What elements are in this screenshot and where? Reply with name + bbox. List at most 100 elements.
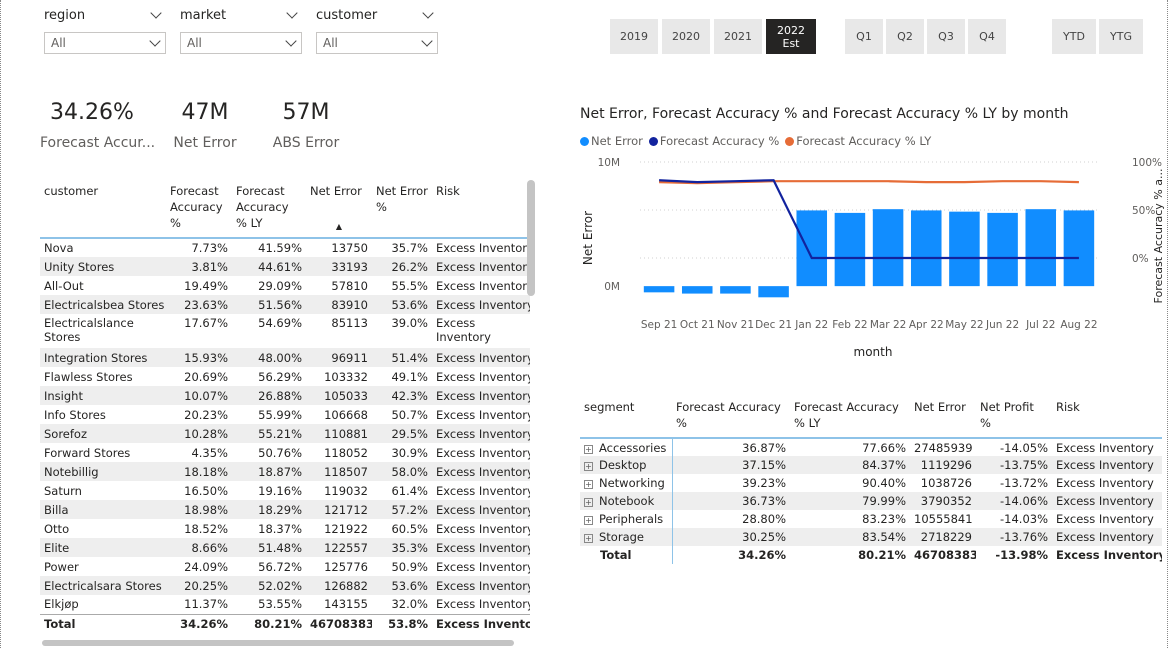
table-row[interactable]: Power 24.09% 56.72% 125776 50.9% Excess Inven…: [40, 557, 530, 576]
table-cell: Excess Inventory: [1052, 456, 1162, 474]
table-row[interactable]: All-Out 19.49% 29.09% 57810 55.5% Excess Inve…: [40, 276, 530, 295]
table-row[interactable]: + Networking 39.23% 90.40% 1038726 -13.72% Exc…: [580, 474, 1162, 492]
table-cell: Excess Inventory: [436, 521, 530, 536]
table-row[interactable]: Saturn 16.50% 19.16% 119032 61.4% Excess Inve…: [40, 481, 530, 500]
year-button-2022-est[interactable]: 2022 Est: [766, 19, 816, 54]
segment-cell: + Desktop: [580, 456, 673, 474]
table-row[interactable]: Elite 8.66% 51.48% 122557 35.3% Excess Invent…: [40, 538, 530, 557]
market-slicer[interactable]: market All: [180, 4, 302, 54]
table-cell: 18.87%: [232, 462, 306, 481]
table-cell: Electricalsara Stores: [40, 576, 166, 595]
chevron-down-icon[interactable]: [286, 7, 298, 19]
table-cell: Billa: [40, 500, 166, 519]
year-button-2020[interactable]: 2020: [662, 19, 710, 54]
table-row[interactable]: Electricalsbea Stores 23.63% 51.56% 83910 53…: [40, 295, 530, 314]
table-row[interactable]: Flawless Stores 20.69% 56.29% 103332 49.1% Ex…: [40, 367, 530, 386]
chart-legend[interactable]: Net Error Forecast Accuracy % Forecast A…: [580, 134, 931, 148]
bar-net-error: [872, 209, 904, 287]
column-header-forecast-accuracy-ly[interactable]: Forecast Accuracy % LY: [790, 396, 910, 439]
total-cell: 53.8%: [372, 613, 432, 633]
y-tick-label: 0M: [604, 281, 620, 293]
column-header-net-error-pct[interactable]: Net Error %: [372, 180, 432, 239]
segment-table[interactable]: segment Forecast Accuracy % Forecast Acc…: [580, 396, 1162, 564]
column-header-net-error[interactable]: Net Error ▲: [306, 180, 372, 239]
table-row[interactable]: Nova 7.73% 41.59% 13750 35.7% Excess Inventor…: [40, 238, 530, 257]
legend-item-forecast-accuracy-ly[interactable]: Forecast Accuracy % LY: [785, 134, 931, 148]
table-cell: Excess Inventory: [436, 559, 530, 574]
line-forecast-accuracy: [659, 179, 1079, 260]
customer-table[interactable]: customer Forecast Accuracy % Forecast Ac…: [40, 180, 530, 640]
table-row[interactable]: Electricalslance Stores 17.67% 54.69% 85113…: [40, 314, 530, 348]
quarter-button-q2[interactable]: Q2: [886, 19, 924, 54]
table-cell: 50.7%: [391, 407, 428, 422]
table-row[interactable]: Electricalsara Stores 20.25% 52.02% 126882 5…: [40, 576, 530, 595]
column-header-risk[interactable]: Risk: [1052, 396, 1162, 439]
table-cell: Excess Inventory: [432, 576, 530, 595]
table-row[interactable]: Sorefoz 10.28% 55.21% 110881 29.5% Excess Inv…: [40, 424, 530, 443]
expand-icon[interactable]: +: [584, 444, 593, 454]
chevron-down-icon[interactable]: [422, 7, 434, 19]
table-cell: 126882: [306, 576, 372, 595]
column-header-forecast-accuracy-ly[interactable]: Forecast Accuracy % LY: [232, 180, 306, 239]
quarter-button-q3[interactable]: Q3: [927, 19, 965, 54]
column-header-risk[interactable]: Risk: [432, 180, 530, 239]
table-cell: 49.1%: [391, 369, 428, 384]
table-cell: 50.9%: [391, 559, 428, 574]
region-slicer[interactable]: region All: [44, 4, 166, 54]
legend-dot-icon: [580, 137, 589, 146]
bar-net-error: [758, 286, 789, 298]
table-row[interactable]: Elkjøp 11.37% 53.55% 143155 32.0% Excess Inve…: [40, 595, 530, 614]
expand-icon[interactable]: +: [584, 498, 593, 507]
chevron-down-icon[interactable]: [150, 7, 162, 19]
table-row[interactable]: Insight 10.07% 26.88% 105033 42.3% Excess Inv…: [40, 386, 530, 405]
table-cell: 83910: [306, 295, 372, 314]
combo-chart[interactable]: 10M 0M 100% 50% 0% Sep 21 Oct 21 Nov 21 Dec 21 Ja…: [578, 150, 1168, 360]
expand-icon[interactable]: +: [584, 534, 593, 543]
table-row[interactable]: Info Stores 20.23% 55.99% 106668 50.7% Excess…: [40, 405, 530, 424]
table-row[interactable]: Integration Stores 15.93% 48.00% 96911 51.4%…: [40, 348, 530, 367]
table-row[interactable]: + Peripherals 28.80% 83.23% 10555841 -14.03% E…: [580, 510, 1162, 528]
table-cell: Excess Inventory: [1052, 492, 1162, 510]
horizontal-scrollbar[interactable]: [42, 640, 514, 646]
customer-dropdown[interactable]: All: [316, 32, 438, 54]
region-dropdown[interactable]: All: [44, 32, 166, 54]
column-header-forecast-accuracy[interactable]: Forecast Accuracy %: [672, 396, 790, 439]
vertical-scrollbar[interactable]: [527, 180, 535, 296]
column-header-forecast-accuracy[interactable]: Forecast Accuracy %: [166, 180, 232, 239]
expand-icon[interactable]: +: [584, 516, 593, 525]
table-cell: Excess Inventory: [432, 500, 530, 519]
table-row[interactable]: Notebillig 18.18% 18.87% 118507 58.0% Excess …: [40, 462, 530, 481]
table-row[interactable]: + Notebook 36.73% 79.99% 3790352 -14.06% Exces…: [580, 492, 1162, 510]
column-header-customer[interactable]: customer: [40, 180, 166, 239]
table-row[interactable]: + Accessories 36.87% 77.66% 27485939 -14.05% E…: [580, 438, 1162, 456]
ytg-button[interactable]: YTG: [1099, 19, 1143, 54]
ytd-button[interactable]: YTD: [1052, 19, 1096, 54]
table-row[interactable]: Forward Stores 4.35% 50.76% 118052 30.9% Exce…: [40, 443, 530, 462]
market-dropdown[interactable]: All: [180, 32, 302, 54]
column-header-net-profit-pct[interactable]: Net Profit %: [976, 396, 1052, 439]
table-row[interactable]: Otto 18.52% 18.37% 121922 60.5% Excess Invent…: [40, 519, 530, 538]
table-row[interactable]: + Desktop 37.15% 84.37% 1119296 -13.75% Excess…: [580, 456, 1162, 474]
table-row[interactable]: + Storage 30.25% 83.54% 2718229 -13.76% Excess…: [580, 528, 1162, 546]
total-cell: 46708383: [306, 613, 372, 633]
table-cell: 10.28%: [166, 424, 232, 443]
total-cell: -13.98%: [995, 548, 1048, 562]
table-row[interactable]: Billa 18.98% 18.29% 121712 57.2% Excess Inven…: [40, 500, 530, 519]
quarter-button-q4[interactable]: Q4: [968, 19, 1006, 54]
customer-slicer[interactable]: customer All: [316, 4, 438, 54]
table-cell: 143155: [324, 597, 368, 612]
year-button-2019[interactable]: 2019: [610, 19, 658, 54]
table-cell: 1119296: [910, 456, 976, 474]
quarter-button-q1[interactable]: Q1: [845, 19, 883, 54]
column-header-net-error[interactable]: Net Error: [910, 396, 976, 439]
expand-icon[interactable]: +: [584, 480, 593, 489]
table-cell: 119032: [324, 483, 368, 498]
expand-icon[interactable]: +: [584, 462, 593, 471]
column-header-segment[interactable]: segment: [580, 396, 672, 439]
table-row[interactable]: Unity Stores 3.81% 44.61% 33193 26.2% Excess …: [40, 257, 530, 276]
table-cell: Otto: [44, 521, 70, 536]
x-tick-label: Mar 22: [870, 319, 907, 331]
legend-item-forecast-accuracy[interactable]: Forecast Accuracy %: [648, 134, 779, 148]
legend-item-net-error[interactable]: Net Error: [580, 134, 643, 148]
year-button-2021[interactable]: 2021: [714, 19, 762, 54]
